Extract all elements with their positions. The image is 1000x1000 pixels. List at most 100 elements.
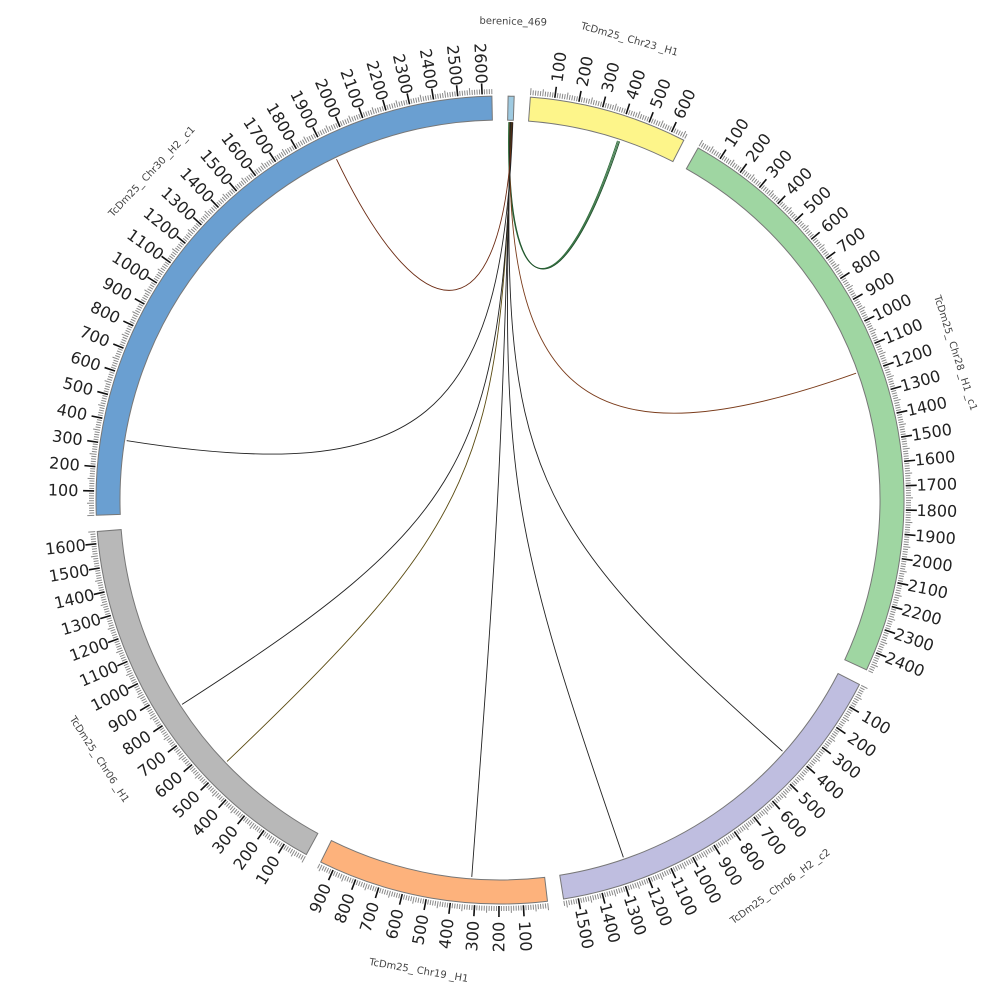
segment-label-berenice-469: berenice_469 — [479, 16, 547, 29]
major-tick — [100, 614, 112, 620]
minor-tick — [903, 543, 909, 546]
minor-tick — [235, 810, 240, 816]
minor-tick — [319, 130, 323, 136]
major-tick — [904, 533, 916, 537]
minor-tick — [700, 852, 705, 858]
minor-tick — [323, 866, 327, 872]
minor-tick — [98, 409, 104, 412]
minor-tick — [812, 237, 817, 242]
minor-tick — [860, 311, 866, 315]
minor-tick — [229, 190, 234, 195]
minor-tick — [172, 251, 177, 256]
ruler-tcdm25-chr30-h2-c1 — [87, 87, 493, 517]
minor-tick — [132, 680, 137, 685]
minor-tick — [898, 577, 904, 580]
minor-tick — [111, 364, 117, 367]
minor-tick — [799, 222, 805, 227]
minor-tick — [417, 97, 420, 103]
minor-tick — [220, 198, 225, 203]
minor-tick — [857, 691, 863, 695]
minor-tick — [381, 888, 384, 894]
minor-tick — [135, 309, 141, 314]
minor-tick — [580, 897, 583, 903]
minor-tick — [899, 570, 907, 573]
minor-tick — [814, 239, 819, 244]
minor-tick — [857, 305, 863, 309]
minor-tick — [351, 878, 354, 884]
minor-tick — [544, 91, 547, 97]
minor-tick — [456, 903, 459, 909]
minor-tick — [208, 785, 213, 790]
minor-tick — [398, 101, 401, 107]
minor-tick — [122, 336, 128, 340]
major-tick — [852, 293, 863, 301]
minor-tick — [786, 787, 791, 792]
minor-tick — [834, 729, 840, 733]
minor-tick — [119, 654, 125, 658]
minor-tick — [252, 824, 257, 829]
minor-tick — [859, 309, 865, 313]
minor-tick — [332, 870, 336, 876]
minor-tick — [429, 94, 432, 100]
minor-tick — [101, 600, 107, 604]
minor-tick — [212, 205, 218, 210]
minor-tick — [725, 836, 730, 842]
minor-tick — [121, 658, 127, 662]
minor-tick — [865, 320, 871, 324]
major-tick — [200, 782, 210, 791]
major-tick — [97, 390, 109, 396]
minor-tick — [606, 891, 609, 897]
minor-tick — [715, 151, 719, 157]
minor-tick — [556, 93, 559, 99]
minor-tick — [818, 750, 824, 755]
link-6 — [471, 122, 512, 877]
minor-tick — [161, 265, 167, 270]
minor-tick — [766, 189, 771, 195]
tick-label: 1400 — [905, 393, 949, 420]
minor-tick — [811, 760, 816, 765]
minor-tick — [444, 90, 447, 98]
minor-tick — [248, 174, 253, 180]
minor-tick — [900, 567, 906, 570]
minor-tick — [773, 799, 778, 804]
minor-tick — [441, 92, 444, 99]
minor-tick — [160, 267, 166, 272]
minor-tick — [889, 385, 895, 388]
minor-tick — [93, 436, 99, 438]
minor-tick — [441, 901, 444, 907]
minor-tick — [798, 774, 804, 781]
minor-tick — [131, 316, 137, 320]
major-tick — [327, 869, 334, 881]
minor-tick — [885, 627, 891, 630]
minor-tick — [570, 899, 573, 905]
minor-tick — [94, 579, 103, 582]
minor-tick — [141, 299, 146, 303]
minor-tick — [582, 897, 585, 903]
major-tick — [739, 163, 748, 174]
minor-tick — [179, 241, 185, 246]
minor-tick — [782, 790, 787, 795]
minor-tick — [662, 123, 666, 129]
minor-tick — [417, 897, 420, 903]
minor-tick — [405, 895, 408, 901]
minor-tick — [117, 647, 123, 651]
minor-tick — [386, 890, 389, 896]
tick-label: 1500 — [910, 420, 953, 445]
minor-tick — [606, 103, 610, 109]
minor-tick — [727, 835, 732, 841]
major-tick — [670, 121, 677, 133]
minor-tick — [614, 103, 617, 111]
major-tick — [455, 85, 459, 97]
minor-tick — [256, 827, 261, 832]
major-tick — [152, 725, 163, 733]
minor-tick — [585, 98, 588, 104]
minor-tick — [176, 750, 182, 755]
major-tick — [777, 195, 786, 205]
minor-tick — [107, 378, 113, 381]
minor-tick — [869, 328, 877, 333]
tick-label: 100 — [252, 852, 284, 888]
minor-tick — [620, 887, 623, 893]
tick-label: 300 — [598, 60, 624, 94]
minor-tick — [160, 729, 166, 733]
minor-tick — [130, 678, 136, 682]
